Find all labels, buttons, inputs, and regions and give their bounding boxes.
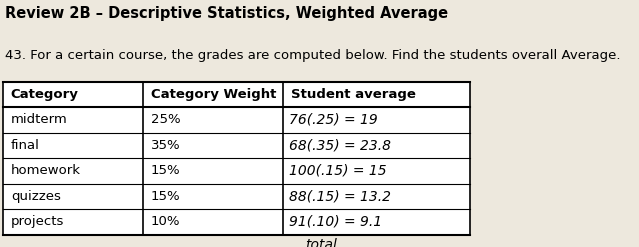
Text: 88(.15) = 13.2: 88(.15) = 13.2 (289, 189, 392, 203)
Text: 100(.15) = 15: 100(.15) = 15 (289, 164, 387, 178)
Text: 43. For a certain course, the grades are computed below. Find the students overa: 43. For a certain course, the grades are… (5, 49, 620, 62)
Text: Category: Category (11, 88, 79, 101)
Text: 76(.25) = 19: 76(.25) = 19 (289, 113, 378, 127)
Text: Category Weight: Category Weight (151, 88, 276, 101)
Text: Student average: Student average (291, 88, 415, 101)
Text: total: total (305, 238, 337, 247)
Text: projects: projects (11, 215, 65, 228)
Text: 68(.35) = 23.8: 68(.35) = 23.8 (289, 138, 392, 152)
Text: 91(.10) = 9.1: 91(.10) = 9.1 (289, 215, 383, 229)
Text: 25%: 25% (151, 113, 180, 126)
Text: 15%: 15% (151, 164, 180, 177)
Text: homework: homework (11, 164, 81, 177)
Text: 35%: 35% (151, 139, 180, 152)
Text: quizzes: quizzes (11, 190, 61, 203)
Text: 15%: 15% (151, 190, 180, 203)
Text: midterm: midterm (11, 113, 68, 126)
Text: 10%: 10% (151, 215, 180, 228)
Text: Review 2B – Descriptive Statistics, Weighted Average: Review 2B – Descriptive Statistics, Weig… (5, 6, 448, 21)
Text: final: final (11, 139, 40, 152)
